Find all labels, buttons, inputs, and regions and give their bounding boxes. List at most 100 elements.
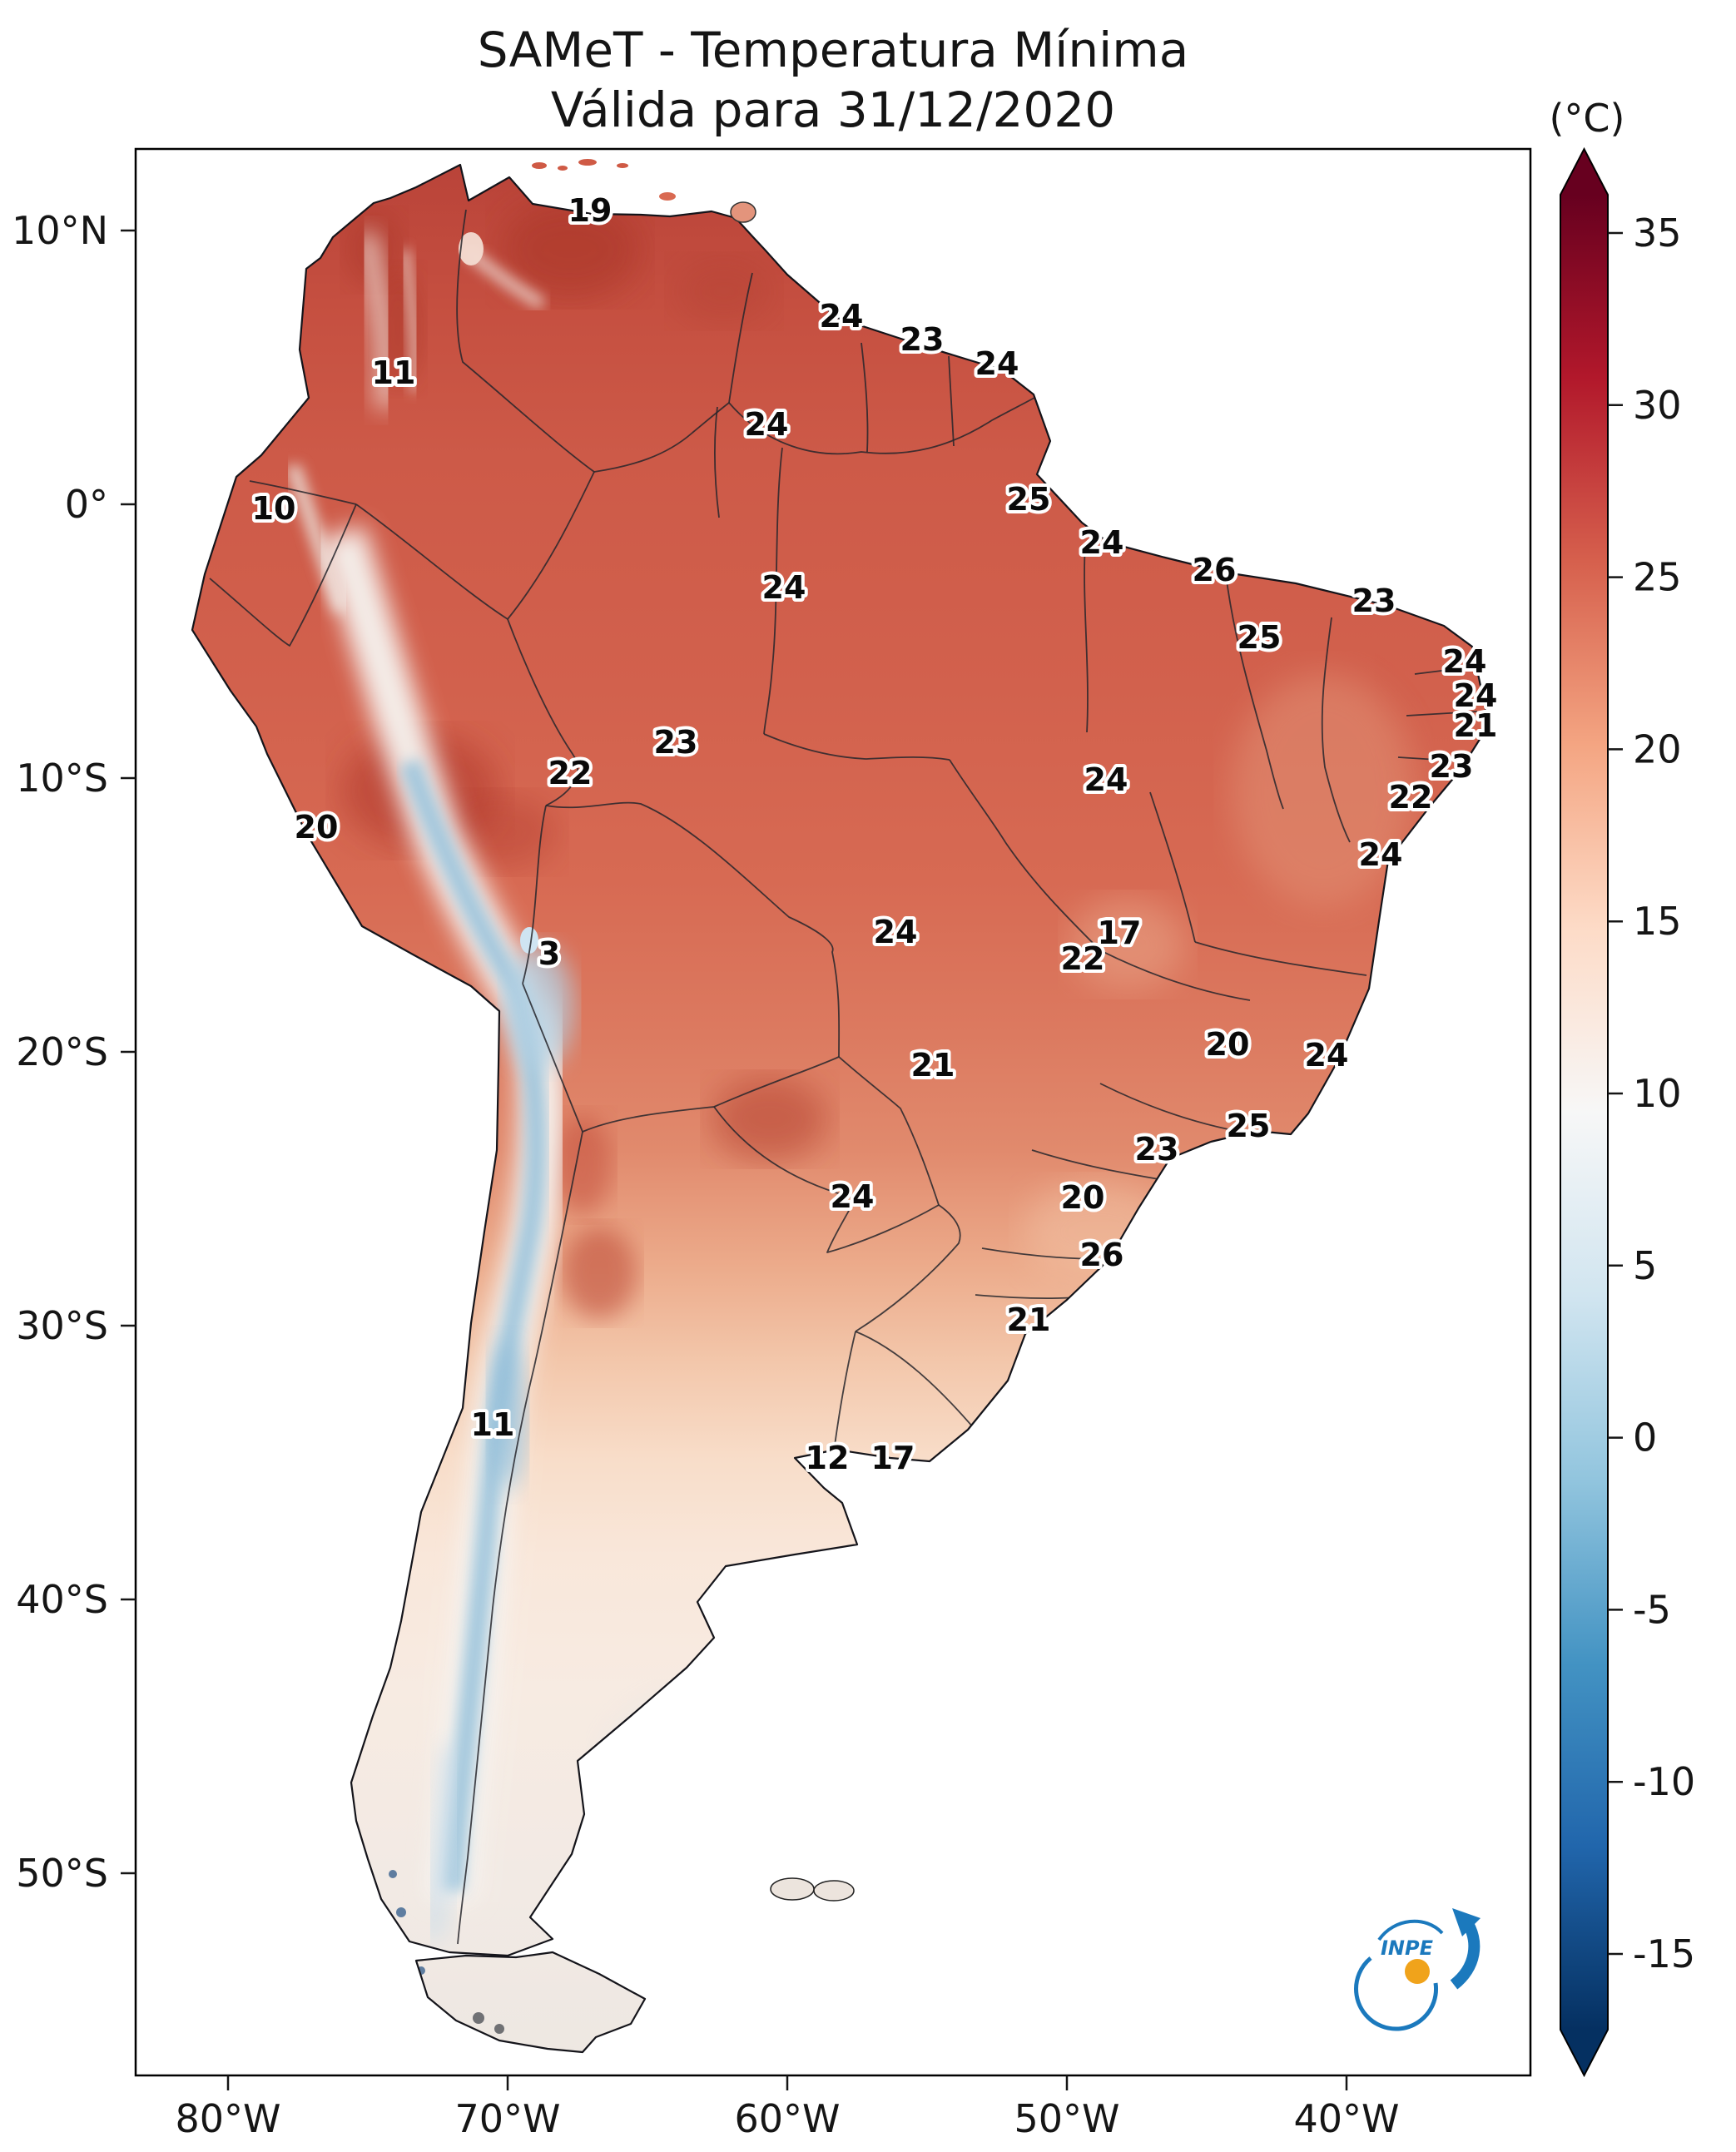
- border-line: [838, 1056, 940, 1206]
- lake-maracaibo: [459, 232, 484, 265]
- colorbar-tick-label: 30: [1633, 383, 1682, 428]
- colorbar-gradient: [1560, 195, 1608, 2030]
- glacier-speck: [389, 1870, 397, 1878]
- temperature-label: 23: [654, 724, 698, 761]
- temperature-label: 11: [471, 1406, 515, 1443]
- temperature-label: 24: [762, 569, 806, 606]
- border-line: [1099, 1083, 1251, 1134]
- temperature-label: 24: [975, 345, 1019, 382]
- colorbar-tick-label: -5: [1633, 1587, 1671, 1632]
- colorbar-tick-label: 25: [1633, 555, 1682, 600]
- temperature-label: 24: [1454, 677, 1498, 714]
- temperature-label: 20: [1061, 1179, 1105, 1216]
- temperature-label: 19: [568, 192, 613, 229]
- border-line: [249, 480, 357, 505]
- shading-blob: [553, 1115, 612, 1215]
- border-line: [522, 805, 547, 984]
- logo-text: INPE: [1381, 1936, 1434, 1960]
- border-line: [545, 801, 841, 1058]
- falkland-island-east: [813, 1880, 855, 1902]
- temperature-label: 24: [1359, 836, 1403, 873]
- border-line: [855, 1331, 975, 1429]
- inpe-logo: INPE: [1354, 1908, 1481, 2031]
- border-line: [1099, 950, 1251, 1001]
- border-line: [507, 618, 578, 806]
- border-line: [355, 503, 508, 620]
- border-line: [861, 342, 869, 453]
- temperature-label: 21: [1007, 1302, 1051, 1338]
- temperature-label: 3: [538, 935, 560, 972]
- temperature-label: 24: [831, 1178, 875, 1215]
- border-line: [1321, 617, 1351, 843]
- temperature-label: 25: [1227, 1108, 1271, 1144]
- andes-white-streak: [399, 249, 421, 392]
- border-line: [714, 406, 720, 518]
- colorbar-tick-label: 20: [1633, 726, 1682, 771]
- colorbar-extend-max: [1560, 149, 1608, 195]
- temperature-label: 20: [295, 809, 339, 845]
- border-line: [948, 355, 955, 447]
- temperature-label: 21: [911, 1047, 955, 1083]
- shading-blob: [1069, 899, 1186, 990]
- mountain-speck: [473, 2012, 484, 2024]
- border-line: [763, 447, 783, 735]
- border-line: [1225, 573, 1284, 810]
- temperature-label: 10: [252, 490, 296, 527]
- temperature-label: 23: [900, 321, 945, 358]
- temperature-label: 23: [1135, 1131, 1179, 1168]
- border-line: [1149, 791, 1196, 943]
- temperature-label: 22: [548, 755, 593, 791]
- colorbar-tick-label: 0: [1633, 1416, 1657, 1460]
- lat-tick-label: 50°S: [16, 1851, 108, 1896]
- border-line: [949, 759, 1006, 843]
- border-line: [1194, 941, 1367, 976]
- shading-blob: [441, 795, 558, 870]
- lon-axis: 80°W 70°W 60°W 50°W 40°W: [175, 2075, 1400, 2141]
- lake-titicaca: [520, 927, 538, 954]
- border-line: [728, 394, 1041, 455]
- temperature-label: 24: [820, 298, 864, 335]
- border-line: [456, 209, 595, 473]
- figure-title-line2: Válida para 31/12/2020: [551, 82, 1115, 138]
- mountain-speck: [494, 2024, 504, 2034]
- lat-tick-label: 20°S: [16, 1029, 108, 1074]
- border-line: [1004, 841, 1101, 951]
- colorbar-tick-label: 35: [1633, 211, 1682, 255]
- shading-blob: [674, 258, 774, 325]
- temperature-label: 22: [1389, 779, 1433, 816]
- temperature-label: 17: [1098, 915, 1142, 951]
- lat-tick-label: 30°S: [16, 1303, 108, 1348]
- temperature-label: 25: [1007, 481, 1051, 518]
- border-line: [1397, 665, 1482, 762]
- temperature-label: 17: [871, 1440, 915, 1476]
- andes-blue-stripe: [399, 758, 548, 1892]
- shading-blob: [1232, 674, 1415, 907]
- logo-arrowhead-icon: [1452, 1908, 1481, 1936]
- lon-tick-label: 40°W: [1293, 2096, 1399, 2141]
- temperature-label: 24: [1084, 761, 1128, 798]
- plot-frame: [134, 147, 1532, 2077]
- caribbean-island: [578, 159, 597, 166]
- colorbar-tick-label: -10: [1633, 1759, 1695, 1804]
- logo-swoosh-icon: [1377, 1919, 1444, 1941]
- temperature-label: 26: [1193, 552, 1237, 588]
- temperature-label: 24: [745, 406, 789, 443]
- temperature-label: 24: [1305, 1037, 1349, 1074]
- trinidad-island: [730, 201, 756, 223]
- temperature-field: [192, 165, 1489, 2052]
- border-line: [833, 1331, 856, 1452]
- colorbar-unit-label: (°C): [1549, 96, 1624, 141]
- colorbar-extend-min: [1560, 2030, 1608, 2075]
- shading-blob: [712, 1078, 828, 1161]
- logo-orange-dot-icon: [1405, 1959, 1430, 1984]
- glacier-speck: [396, 1907, 406, 1917]
- border-line: [507, 471, 595, 620]
- lat-axis: 10°N 0° 10°S 20°S 30°S 40°S 50°S: [12, 208, 136, 1896]
- lat-tick-label: 10°N: [12, 208, 108, 253]
- caribbean-island: [617, 163, 628, 168]
- caribbean-island: [558, 166, 568, 171]
- border-line: [855, 1204, 961, 1332]
- shading-blob: [562, 1227, 637, 1319]
